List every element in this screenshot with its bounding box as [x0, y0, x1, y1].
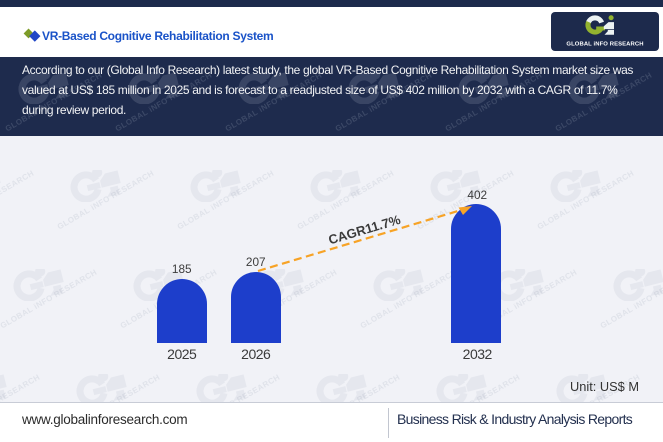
svg-text:GLOBAL iNFO RESEARCH: GLOBAL iNFO RESEARCH	[566, 42, 643, 48]
svg-text:CAGR11.7%: CAGR11.7%	[327, 212, 403, 248]
